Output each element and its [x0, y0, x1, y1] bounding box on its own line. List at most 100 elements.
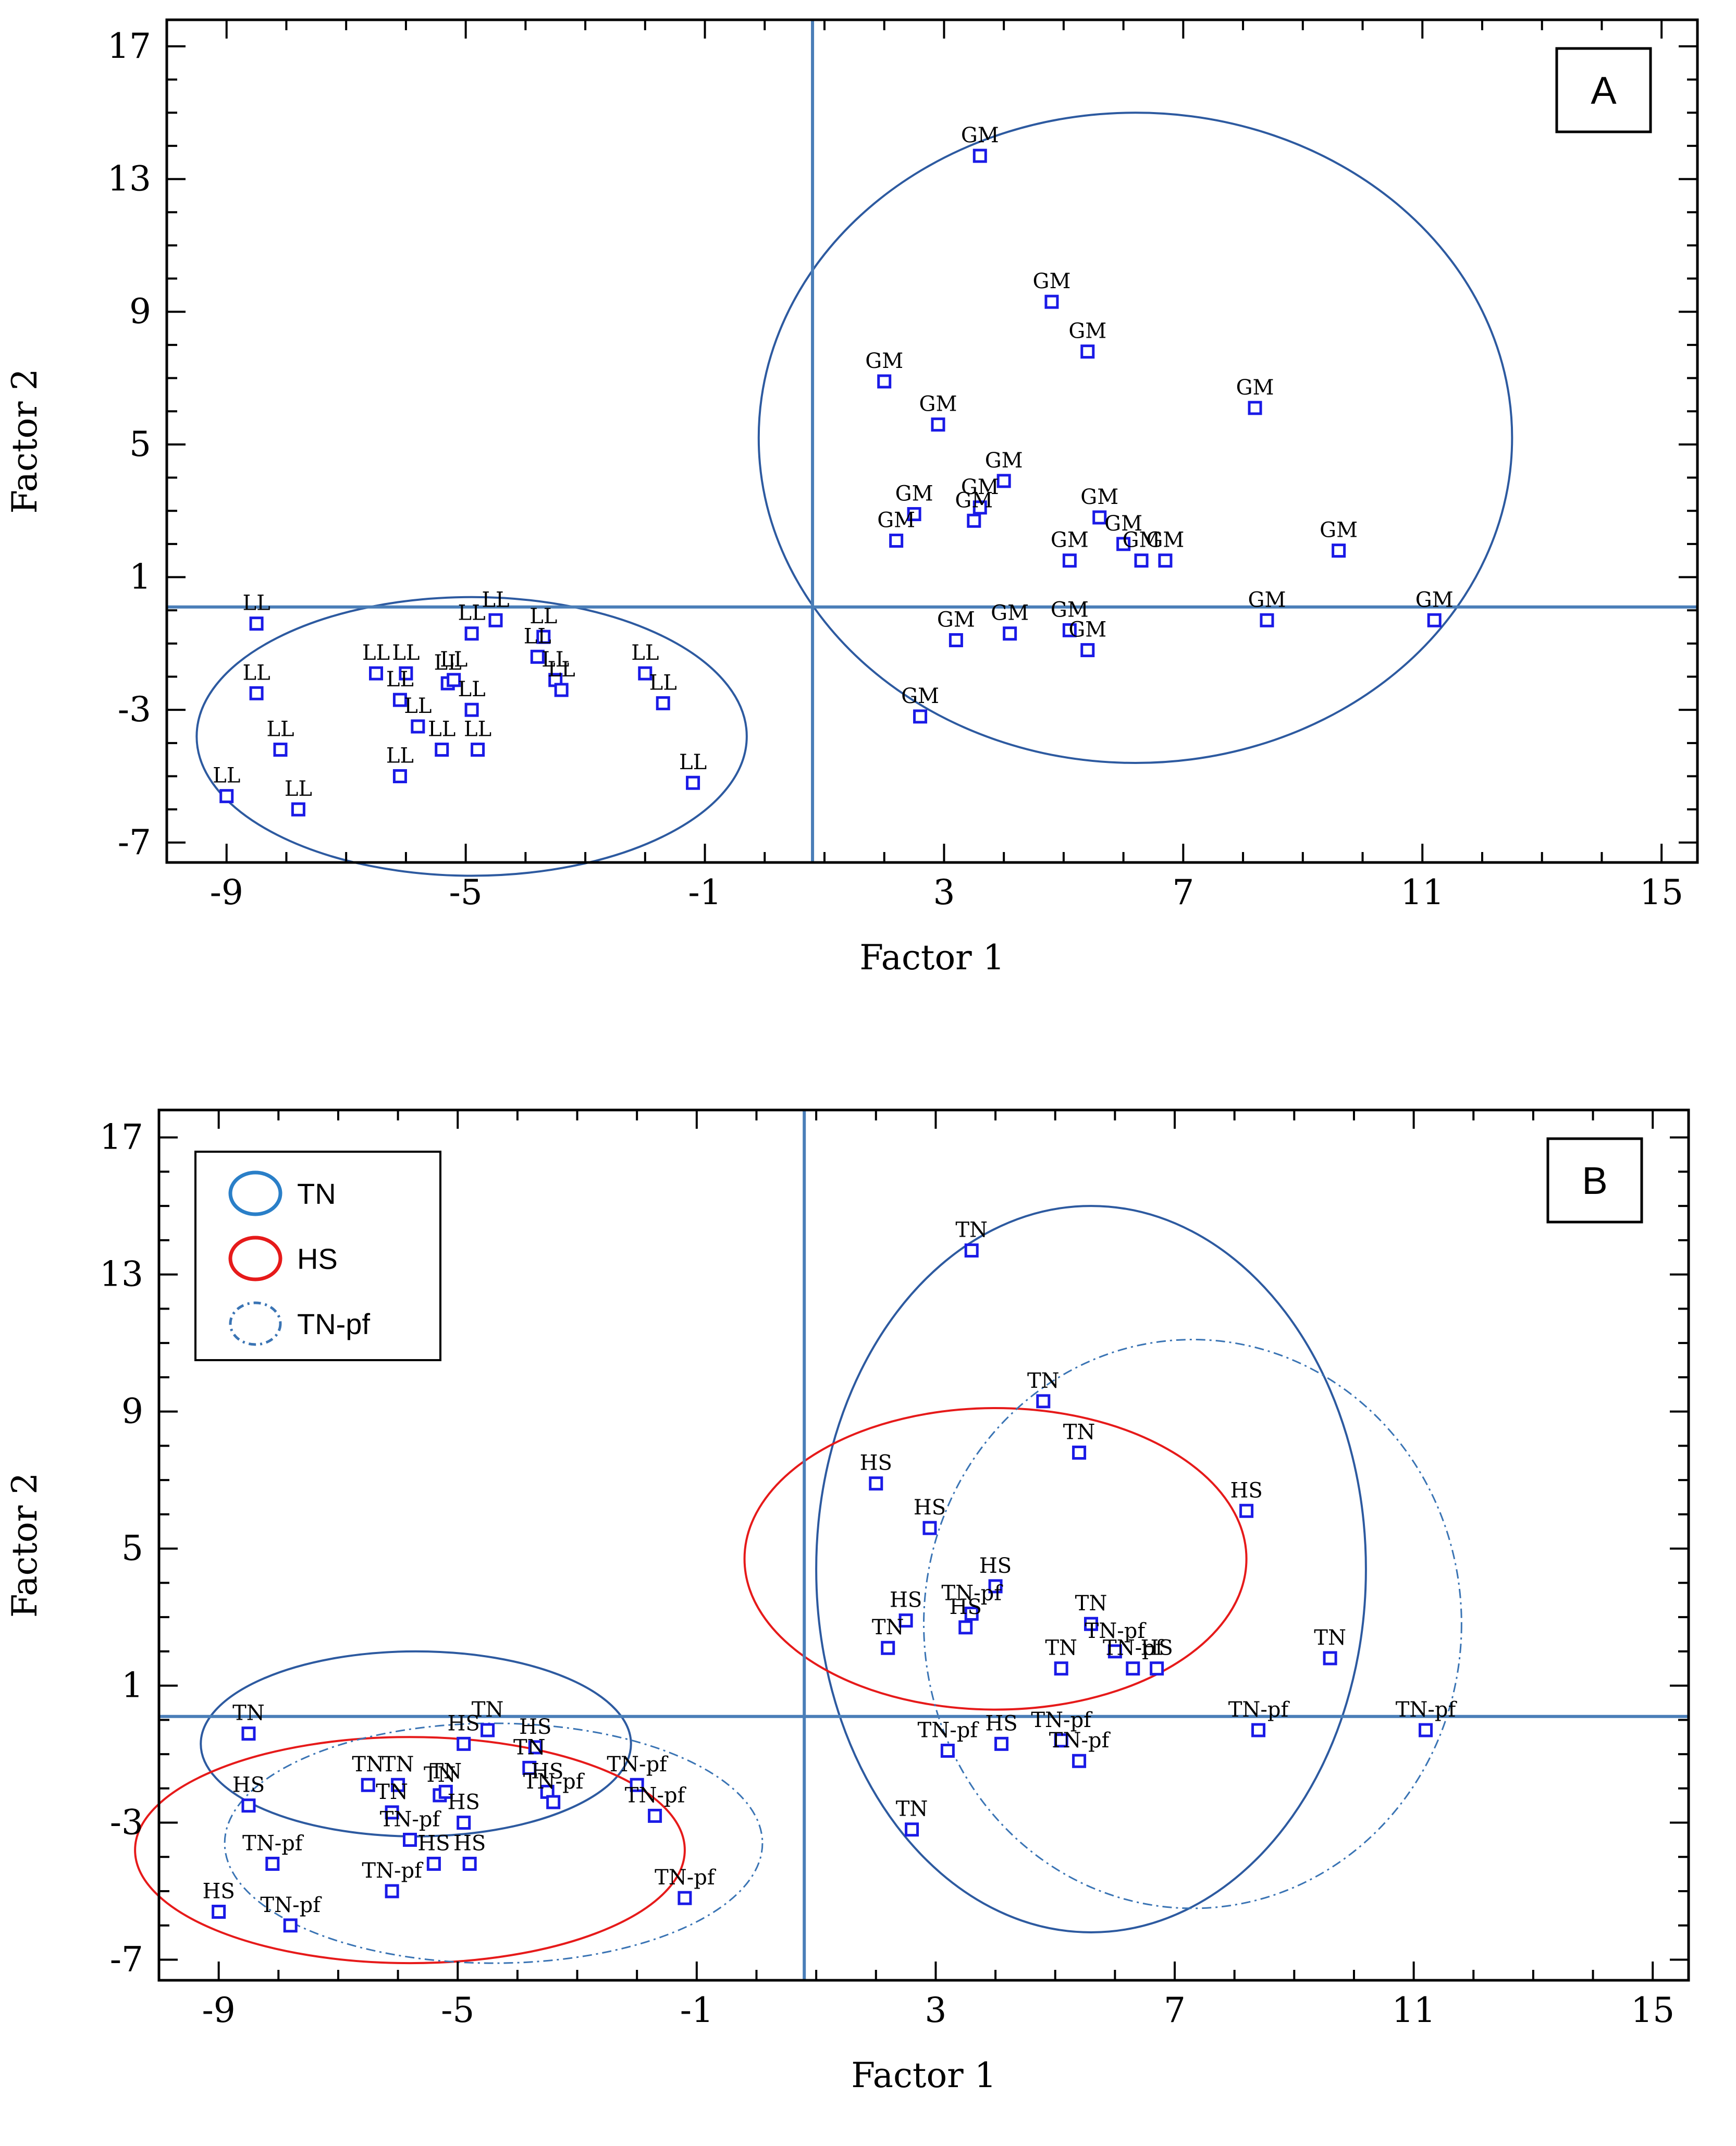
legend-hs-label: HS [297, 1242, 338, 1275]
panel-a-point-gm [1260, 613, 1274, 627]
panel-a-point-ll [471, 743, 485, 757]
panel-a-point-label: GM [1032, 269, 1070, 293]
panel-a-point-label: LL [392, 641, 420, 665]
panel-a-x-tick-label: -9 [210, 872, 243, 912]
panel-b-point-label: TN-pf [941, 1581, 1003, 1605]
panel-a-point-gm [907, 507, 921, 522]
panel-a-point-gm [931, 417, 945, 432]
panel-b-point-label: TN-pf [655, 1866, 717, 1890]
panel-b-point-tn-pf [678, 1891, 692, 1905]
panel-b-point-tn [241, 1726, 256, 1741]
panel-b-y-tick-label: 13 [100, 1254, 143, 1294]
panel-a-label-frame [1555, 47, 1652, 133]
panel-b-point-label: TN-pf [1031, 1708, 1093, 1732]
panel-a-point-label: LL [548, 658, 575, 682]
panel-a-point-label: LL [213, 764, 240, 788]
panel-b-point-tn-pf [1107, 1644, 1122, 1659]
panel-a-point-label: GM [961, 124, 999, 147]
panel-a-point-label: LL [458, 601, 486, 625]
panel-a-point-gm [877, 374, 892, 389]
legend-tn-swatch [228, 1170, 282, 1216]
legend-entry-tn: TN [228, 1170, 336, 1216]
panel-b-ellipse-hs-4 [743, 1407, 1248, 1711]
panel-a-point-label: GM [937, 608, 975, 632]
panel-a-point-gm [1134, 553, 1149, 568]
panel-a-point-gm [1080, 344, 1095, 359]
panel-a-point-label: LL [386, 668, 414, 692]
panel-b-point-label: TN [1027, 1369, 1060, 1393]
panel-b-point-label: HS [417, 1831, 450, 1855]
panel-a-point-label: LL [243, 591, 270, 615]
panel-b-x-tick-label: 11 [1392, 1990, 1436, 2030]
panel-a-point-ll [291, 802, 305, 817]
panel-a-point-gm [1427, 613, 1442, 627]
panel-a-ellipse-ll-0 [195, 596, 748, 877]
panel-b-point-hs [922, 1521, 937, 1535]
panel-b-point-tn [385, 1805, 399, 1820]
panel-a-point-label: LL [631, 641, 659, 665]
panel-b-point-label: TN [896, 1797, 928, 1821]
panel-b-y-tick-label: 1 [121, 1666, 143, 1706]
panel-a-y-tick-label: 13 [107, 159, 151, 199]
panel-a-point-label: LL [428, 718, 455, 742]
panel-b-point-label: HS [232, 1773, 265, 1797]
panel-a-point-gm [967, 513, 981, 528]
panel-b-point-label: TN [955, 1218, 988, 1242]
panel-a-point-label: LL [482, 588, 509, 612]
panel-b-x-tick-label: 15 [1631, 1990, 1675, 2030]
panel-a-x-tick-label: 15 [1640, 872, 1683, 912]
panel-a-ellipse-gm-1 [757, 112, 1513, 764]
panel-b-label-box: B [1546, 1137, 1643, 1224]
panel-a-point-gm [1044, 294, 1059, 309]
panel-a-point-label: GM [955, 488, 993, 512]
panel-b-point-hs [528, 1740, 543, 1755]
panel-b-point-tn-pf [1126, 1661, 1140, 1676]
panel-a-point-label: GM [895, 482, 933, 506]
panel-a-plot-frame [165, 18, 1699, 864]
panel-b-point-hs [869, 1476, 883, 1491]
panel-a-point-label: GM [1068, 319, 1106, 343]
panel-b-label-frame [1546, 1137, 1643, 1224]
panel-b-point-label: HS [950, 1595, 982, 1619]
panel-a-point-label: GM [901, 684, 939, 708]
panel-b-point-label: TN-pf [918, 1718, 980, 1742]
panel-b-point-hs [1150, 1661, 1164, 1676]
panel-b-point-hs [457, 1736, 471, 1751]
panel-a-point-ll [411, 719, 425, 734]
panel-a-point-label: GM [991, 601, 1029, 625]
legend-tn-pf-label: TN-pf [297, 1308, 370, 1340]
panel-b-point-hs [462, 1856, 477, 1871]
panel-b-point-hs [241, 1798, 256, 1813]
panel-b-point-label: TN [1314, 1626, 1346, 1650]
panel-a-point-ll [686, 775, 700, 790]
panel-b-point-tn-pf [1419, 1723, 1433, 1737]
panel-b-point-label: HS [979, 1554, 1012, 1578]
panel-b-x-tick-label: -5 [441, 1990, 474, 2030]
panel-b-point-label: HS [985, 1711, 1017, 1735]
panel-a-point-label: GM [919, 392, 957, 416]
panel-b-x-tick-label: -1 [680, 1990, 713, 2030]
panel-a-y-tick-label: 1 [129, 557, 151, 597]
panel-b-point-label: TN [352, 1753, 384, 1777]
panel-a-point-label: LL [524, 624, 551, 648]
panel-a-point-ll [447, 673, 461, 687]
panel-b-ellipse-tn-pf-5 [923, 1339, 1462, 1909]
panel-b-plot-frame [157, 1108, 1690, 1982]
panel-b-point-label: TN [513, 1735, 546, 1759]
panel-a-points [219, 149, 1442, 817]
panel-a-point-ll [488, 613, 503, 627]
legend-frame [194, 1151, 441, 1361]
panel-b-point-label: TN [376, 1780, 408, 1804]
panel-b-point-tn-pf [1072, 1754, 1087, 1768]
panel-b-point-label: TN-pf [1103, 1636, 1165, 1660]
panel-a-point-gm [1080, 643, 1095, 658]
panel-b-point-label: TN-pf [1049, 1729, 1111, 1753]
panel-a-label-box: A [1555, 47, 1652, 133]
panel-a-point-gm [1116, 537, 1131, 551]
panel-a-point-gm [949, 633, 963, 647]
panel-b-point-label: HS [1230, 1478, 1262, 1502]
panel-b-point-label: HS [453, 1831, 486, 1855]
panel-b-points [212, 1243, 1433, 1933]
panel-a-point-ll [399, 666, 413, 681]
